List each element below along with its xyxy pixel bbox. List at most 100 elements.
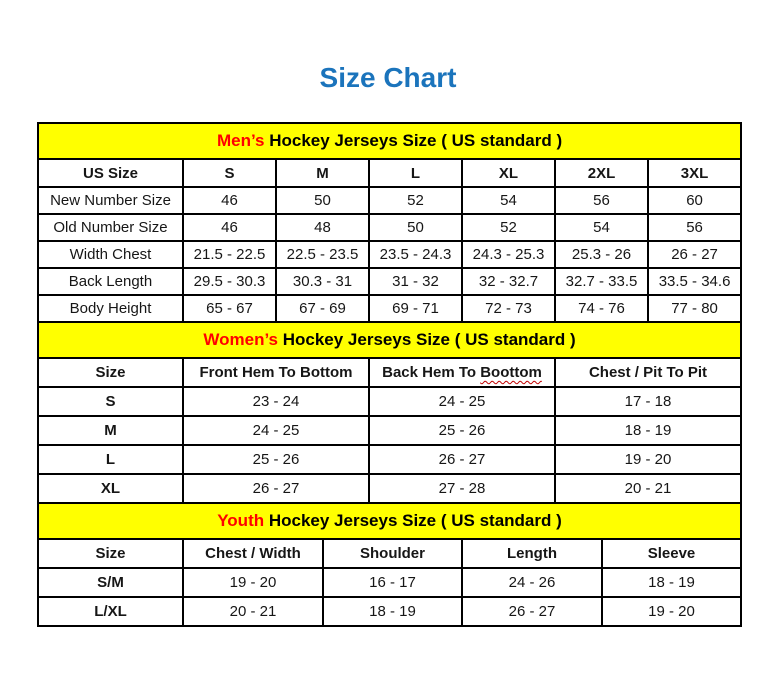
table-cell: 24.3 - 25.3	[461, 240, 556, 269]
table-row: XL 26 - 27 27 - 28 20 - 21	[37, 473, 743, 504]
section-band-mens: Men’s Hockey Jerseys Size ( US standard …	[36, 122, 743, 160]
column-header: Length	[461, 538, 603, 569]
column-header: Back Hem To Boottom	[368, 357, 556, 388]
table-cell: 22.5 - 23.5	[275, 240, 370, 269]
section-band-highlight: Women’s	[203, 330, 278, 349]
table-row: S 23 - 24 24 - 25 17 - 18	[37, 386, 743, 417]
table-cell: 48	[275, 213, 370, 242]
table-cell: 25 - 26	[368, 415, 556, 446]
row-label: Old Number Size	[37, 213, 184, 242]
row-label: L/XL	[37, 596, 184, 627]
table-cell: 18 - 19	[601, 567, 742, 598]
table-cell: 31 - 32	[368, 267, 463, 296]
table-cell: 60	[646, 186, 743, 215]
table-row: Body Height 65 - 67 67 - 69 69 - 71 72 - 73 7…	[37, 294, 743, 323]
misspelled-word: Boottom	[480, 364, 542, 381]
table-cell: 25 - 26	[182, 444, 370, 475]
table-row: L 25 - 26 26 - 27 19 - 20	[37, 444, 743, 475]
section-band-womens: Women’s Hockey Jerseys Size ( US standar…	[36, 321, 743, 359]
table-cell: 56	[646, 213, 743, 242]
section-band-title: Youth Hockey Jerseys Size ( US standard …	[37, 502, 742, 540]
column-header: XL	[461, 158, 556, 188]
table-cell: 19 - 20	[553, 444, 743, 475]
table-cell: 46	[182, 213, 277, 242]
table-cell: 46	[182, 186, 277, 215]
column-header-row: US Size S M L XL 2XL 3XL	[37, 158, 743, 188]
table-cell: 24 - 25	[368, 386, 556, 417]
section-band-highlight: Men’s	[216, 131, 265, 150]
column-header: Size	[37, 538, 184, 569]
section-band-youth: Youth Hockey Jerseys Size ( US standard …	[37, 502, 742, 540]
table-row: Back Length 29.5 - 30.3 30.3 - 31 31 - 32 32…	[37, 267, 743, 296]
table-cell: 18 - 19	[553, 415, 743, 446]
table-cell: 52	[461, 213, 556, 242]
table-cell: 77 - 80	[646, 294, 743, 323]
table-cell: 72 - 73	[461, 294, 556, 323]
row-label: New Number Size	[37, 186, 184, 215]
table-cell: 54	[554, 213, 649, 242]
table-row: L/XL 20 - 21 18 - 19 26 - 27 19 - 20	[37, 596, 742, 627]
section-table-youth: Youth Hockey Jerseys Size ( US standard …	[37, 502, 742, 627]
column-header: Chest / Pit To Pit	[553, 357, 743, 388]
table-cell: 32.7 - 33.5	[554, 267, 649, 296]
table-cell: 50	[275, 186, 370, 215]
table-cell: 26 - 27	[368, 444, 556, 475]
table-cell: 23.5 - 24.3	[368, 240, 463, 269]
table-cell: 26 - 27	[461, 596, 603, 627]
table-cell: 21.5 - 22.5	[182, 240, 277, 269]
column-header: 2XL	[554, 158, 649, 188]
column-header: Sleeve	[601, 538, 742, 569]
table-cell: 33.5 - 34.6	[646, 267, 743, 296]
section-band-highlight: Youth	[217, 511, 265, 530]
table-cell: 29.5 - 30.3	[182, 267, 277, 296]
table-cell: 24 - 25	[182, 415, 370, 446]
page-title: Size Chart	[319, 62, 457, 93]
section-band-rest: Hockey Jerseys Size ( US standard )	[278, 330, 576, 349]
section-band-rest: Hockey Jerseys Size ( US standard )	[264, 511, 562, 530]
table-cell: 18 - 19	[322, 596, 463, 627]
row-label: Body Height	[37, 294, 184, 323]
column-header: L	[368, 158, 463, 188]
column-header: US Size	[37, 158, 184, 188]
section-band-title: Women’s Hockey Jerseys Size ( US standar…	[36, 321, 743, 359]
table-cell: 30.3 - 31	[275, 267, 370, 296]
column-header-text: Back Hem To	[382, 364, 481, 381]
column-header-row: Size Front Hem To Bottom Back Hem To Boott…	[37, 357, 743, 388]
table-cell: 69 - 71	[368, 294, 463, 323]
table-row: New Number Size 46 50 52 54 56 60	[37, 186, 743, 215]
table-cell: 56	[554, 186, 649, 215]
table-cell: 50	[368, 213, 463, 242]
table-cell: 67 - 69	[275, 294, 370, 323]
section-band-rest: Hockey Jerseys Size ( US standard )	[264, 131, 563, 150]
column-header: Chest / Width	[182, 538, 324, 569]
table-row: Old Number Size 46 48 50 52 54 56	[37, 213, 743, 242]
column-header: Front Hem To Bottom	[182, 357, 370, 388]
size-chart-stack: Men’s Hockey Jerseys Size ( US standard …	[36, 122, 743, 627]
column-header: S	[182, 158, 277, 188]
table-cell: 23 - 24	[182, 386, 370, 417]
table-cell: 20 - 21	[182, 596, 324, 627]
table-cell: 27 - 28	[368, 473, 556, 504]
row-label: S	[37, 386, 184, 417]
column-header: Shoulder	[322, 538, 463, 569]
section-band-title: Men’s Hockey Jerseys Size ( US standard …	[36, 122, 743, 160]
table-cell: 32 - 32.7	[461, 267, 556, 296]
column-header-row: Size Chest / Width Shoulder Length Sleeve	[37, 538, 742, 569]
table-cell: 26 - 27	[646, 240, 743, 269]
table-cell: 19 - 20	[601, 596, 742, 627]
row-label: S/M	[37, 567, 184, 598]
row-label: Back Length	[37, 267, 184, 296]
table-row: S/M 19 - 20 16 - 17 24 - 26 18 - 19	[37, 567, 742, 598]
table-cell: 19 - 20	[182, 567, 324, 598]
column-header: 3XL	[646, 158, 743, 188]
row-label: Width Chest	[37, 240, 184, 269]
column-header: Size	[37, 357, 184, 388]
table-cell: 54	[461, 186, 556, 215]
column-header: M	[275, 158, 370, 188]
section-table-womens: Women’s Hockey Jerseys Size ( US standar…	[36, 321, 743, 504]
table-cell: 25.3 - 26	[554, 240, 649, 269]
table-row: M 24 - 25 25 - 26 18 - 19	[37, 415, 743, 446]
section-table-mens: Men’s Hockey Jerseys Size ( US standard …	[36, 122, 743, 323]
row-label: XL	[37, 473, 184, 504]
